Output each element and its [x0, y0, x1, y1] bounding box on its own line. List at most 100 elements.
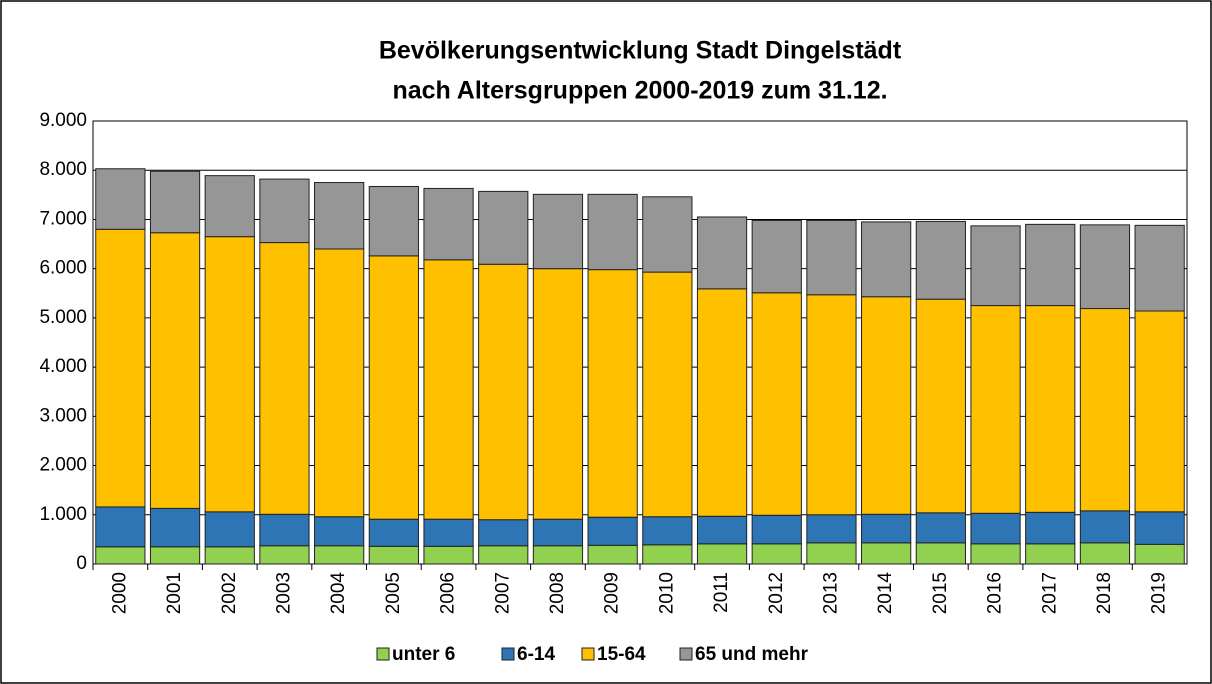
bar-segment: [751, 514, 802, 545]
bar-segment: [587, 544, 638, 565]
bar-segment: [314, 248, 365, 518]
x-tick-label: 2015: [930, 572, 951, 614]
legend-swatch: [581, 647, 595, 661]
x-tick-label: 2016: [985, 572, 1006, 614]
bar-segment: [696, 515, 748, 545]
bar-segment: [532, 268, 584, 520]
bar-segment: [1025, 543, 1076, 565]
bar-segment: [806, 294, 857, 516]
x-tick-label: 2019: [1149, 572, 1170, 614]
bar-segment: [368, 255, 419, 520]
bar-segment: [259, 178, 310, 244]
bar-segment: [478, 545, 529, 565]
bar-segment: [915, 512, 966, 544]
bar-segment: [478, 519, 529, 547]
bar-segment: [532, 518, 584, 547]
legend-swatch: [376, 647, 390, 661]
x-tick-label: 2006: [438, 572, 459, 614]
bar-segment: [587, 269, 638, 518]
bar-segment: [642, 196, 693, 273]
bar-segment: [532, 545, 584, 565]
bar-segment: [970, 543, 1021, 565]
chart-title: nach Altersgruppen 2000-2019 zum 31.12.: [392, 77, 887, 105]
y-tick-label: 0: [76, 553, 87, 574]
bar-segment: [204, 175, 255, 238]
bar-segment: [149, 170, 201, 234]
x-tick-label: 2002: [219, 572, 240, 614]
bar-segment: [915, 220, 966, 300]
x-tick-label: 2001: [164, 572, 185, 614]
bar-segment: [204, 236, 255, 513]
bar-segment: [368, 518, 419, 547]
bar-segment: [259, 242, 310, 515]
bar-segment: [1079, 224, 1131, 310]
bar-segment: [642, 544, 693, 565]
x-tick-label: 2011: [711, 572, 732, 613]
bar-segment: [95, 506, 146, 548]
bar-segment: [423, 545, 474, 565]
x-tick-label: 2013: [820, 572, 841, 614]
bar-segment: [751, 219, 802, 294]
x-tick-label: 2018: [1094, 572, 1115, 614]
x-tick-label: 2005: [383, 572, 404, 614]
bar-segment: [1025, 511, 1076, 545]
bar-segment: [861, 542, 912, 565]
y-tick-label: 2.000: [39, 455, 87, 476]
y-tick-label: 3.000: [39, 405, 87, 426]
bar-segment: [149, 232, 201, 509]
legend-label: unter 6: [392, 644, 455, 665]
bar-segment: [970, 305, 1021, 514]
bar-segment: [970, 512, 1021, 545]
bar-segment: [314, 516, 365, 547]
bar-segment: [806, 219, 857, 296]
bar-segment: [259, 513, 310, 547]
legend-swatch: [679, 647, 693, 661]
bar-segment: [696, 288, 748, 517]
bar-segment: [423, 259, 474, 520]
bar-segment: [95, 546, 146, 565]
bar-segment: [1079, 510, 1131, 544]
bar-segment: [1079, 542, 1131, 565]
bar-segment: [532, 193, 584, 270]
bar-segment: [1134, 224, 1185, 312]
x-tick-label: 2017: [1039, 572, 1060, 614]
bar-segment: [751, 292, 802, 516]
bar-segment: [861, 513, 912, 544]
bar-segment: [478, 263, 529, 521]
y-tick-label: 8.000: [39, 159, 87, 180]
x-tick-label: 2009: [602, 572, 623, 614]
bar-segment: [861, 296, 912, 515]
bar-segment: [204, 546, 255, 565]
x-tick-label: 2010: [656, 572, 677, 614]
bar-segment: [1025, 305, 1076, 513]
chart-title: Bevölkerungsentwicklung Stadt Dingelstäd…: [379, 37, 902, 65]
bar-segment: [751, 543, 802, 565]
y-tick-label: 5.000: [39, 307, 87, 328]
bar-segment: [423, 187, 474, 261]
bar-segment: [642, 271, 693, 518]
bar-segment: [806, 514, 857, 544]
bar-segment: [149, 546, 201, 565]
bar-segment: [806, 542, 857, 565]
bar-segment: [696, 543, 748, 565]
bar-segment: [368, 185, 419, 257]
bar-segment: [314, 545, 365, 565]
legend-label: 15-64: [597, 644, 646, 665]
bar-segment: [915, 298, 966, 514]
bar-segment: [1134, 511, 1185, 545]
legend-label: 6-14: [517, 644, 555, 665]
bar-segment: [95, 168, 146, 230]
bar-segment: [314, 182, 365, 250]
bar-segment: [696, 216, 748, 290]
bar-segment: [861, 221, 912, 298]
x-tick-label: 2000: [109, 572, 130, 614]
bar-segment: [1134, 543, 1185, 565]
x-tick-label: 2007: [492, 572, 513, 614]
x-tick-label: 2012: [766, 572, 787, 614]
y-tick-label: 6.000: [39, 258, 87, 279]
bar-segment: [642, 516, 693, 546]
legend-swatch: [501, 647, 515, 661]
x-tick-label: 2014: [875, 572, 896, 615]
y-tick-label: 4.000: [39, 356, 87, 377]
